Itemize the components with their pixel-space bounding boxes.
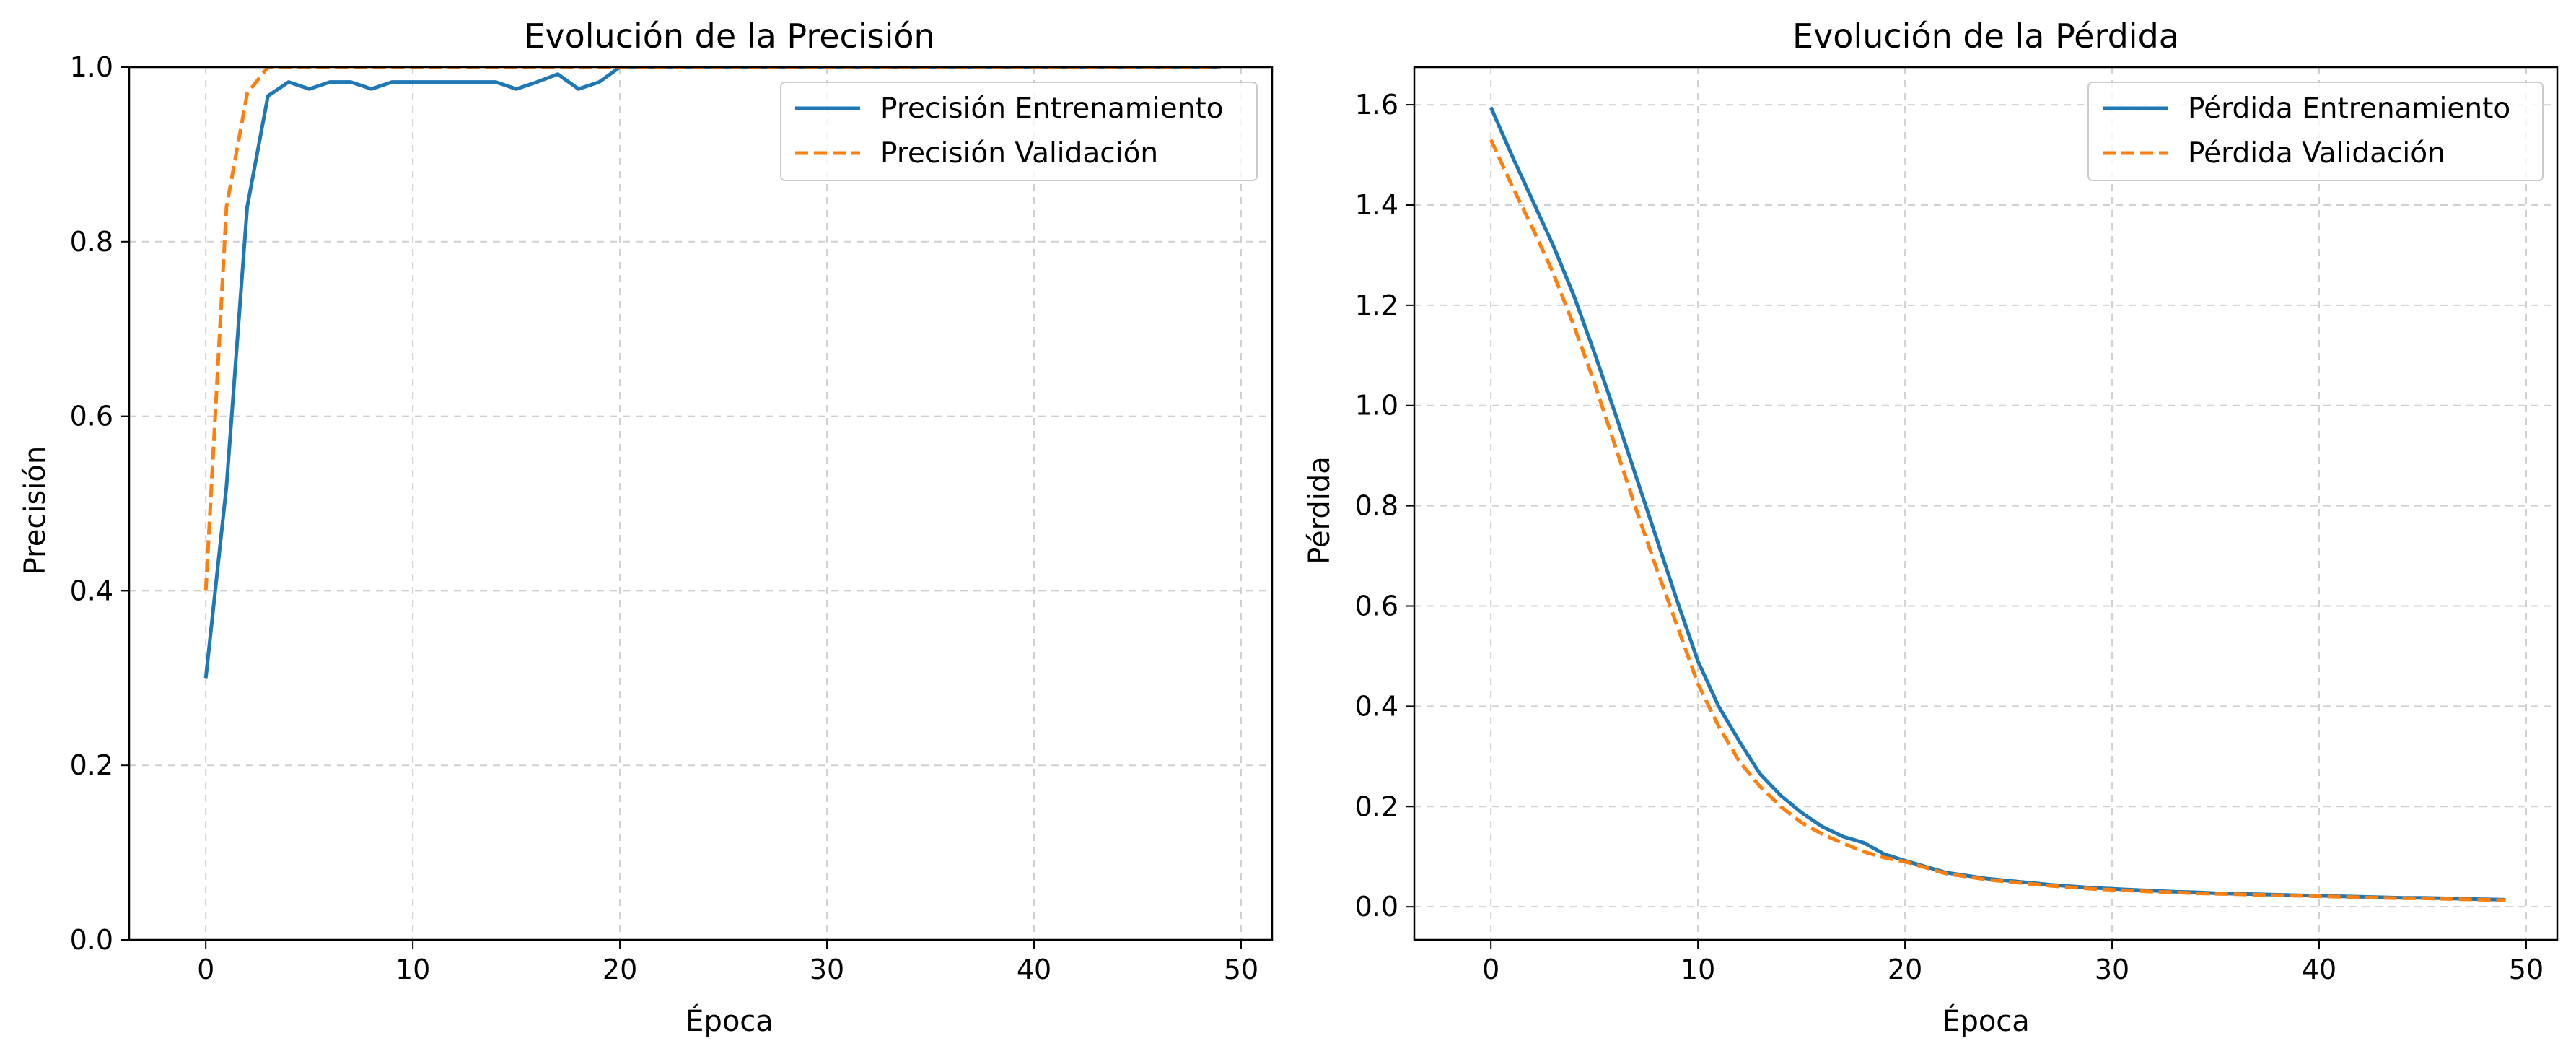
x-tick-label: 50: [1224, 954, 1258, 985]
accuracy-chart: 0 10 20 30 40 50 0.0 0.2 0.4 0.6 0.8 1.0 Evolución …: [19, 17, 1274, 1038]
x-tick-label: 40: [2302, 954, 2336, 985]
chart-title: Evolución de la Pérdida: [1792, 17, 2179, 56]
legend: Precisión Entrenamiento Precisión Valida…: [780, 82, 1258, 181]
plot-frame: [1413, 66, 2559, 941]
legend-label-1: Pérdida Validación: [2188, 137, 2445, 170]
x-tick-label: 10: [395, 954, 430, 985]
y-tick-label: 1.0: [1355, 390, 1398, 422]
y-tick-label: 0.6: [70, 401, 113, 432]
x-tick-label: 10: [1681, 954, 1715, 985]
chart-title: Evolución de la Precisión: [524, 17, 934, 56]
x-axis-label: Época: [1942, 1003, 2030, 1038]
series-line-1: [1489, 139, 2506, 902]
x-tick-label: 20: [1888, 954, 1922, 985]
legend-box: [2087, 82, 2544, 181]
legend-label-1: Precisión Validación: [880, 137, 1158, 170]
y-axis-label: Precisión: [19, 446, 52, 575]
x-tick-label: 40: [1017, 954, 1051, 985]
y-tick-label: 1.6: [1355, 89, 1398, 121]
y-tick-label: 0.2: [70, 749, 113, 781]
legend-label-0: Precisión Entrenamiento: [880, 92, 1224, 125]
x-axis-label: Época: [685, 1003, 774, 1038]
y-tick-label: 0.6: [1355, 590, 1398, 622]
series-line-0: [203, 67, 1221, 679]
plot-frame: [128, 66, 1274, 941]
x-tick-label: 30: [810, 954, 844, 985]
x-tick-label: 50: [2509, 954, 2544, 985]
y-tick-label: 1.2: [1355, 289, 1398, 321]
y-tick-label: 1.0: [70, 51, 113, 83]
loss-chart: 0 10 20 30 40 50 0.0 0.2 0.4 0.6 0.8 1.0 1.2 1.4 1.6 E…: [1303, 17, 2559, 1038]
y-tick-label: 0.0: [70, 924, 113, 956]
x-tick-label: 30: [2095, 954, 2129, 985]
legend: Pérdida Entrenamiento Pérdida Validación: [2087, 82, 2544, 181]
y-tick-label: 0.2: [1355, 790, 1398, 822]
x-tick-label: 20: [603, 954, 637, 985]
y-tick-label: 0.8: [70, 226, 113, 258]
x-tick-label: 0: [1482, 954, 1499, 985]
legend-box: [780, 82, 1258, 181]
y-tick-label: 1.4: [1355, 189, 1398, 221]
y-tick-label: 0.4: [70, 575, 113, 606]
y-axis-label: Pérdida: [1303, 456, 1336, 564]
y-tick-label: 0.0: [1355, 891, 1398, 923]
legend-label-0: Pérdida Entrenamiento: [2188, 92, 2510, 125]
x-tick-label: 0: [197, 954, 214, 985]
y-tick-label: 0.4: [1355, 690, 1398, 722]
y-tick-label: 0.8: [1355, 490, 1398, 522]
